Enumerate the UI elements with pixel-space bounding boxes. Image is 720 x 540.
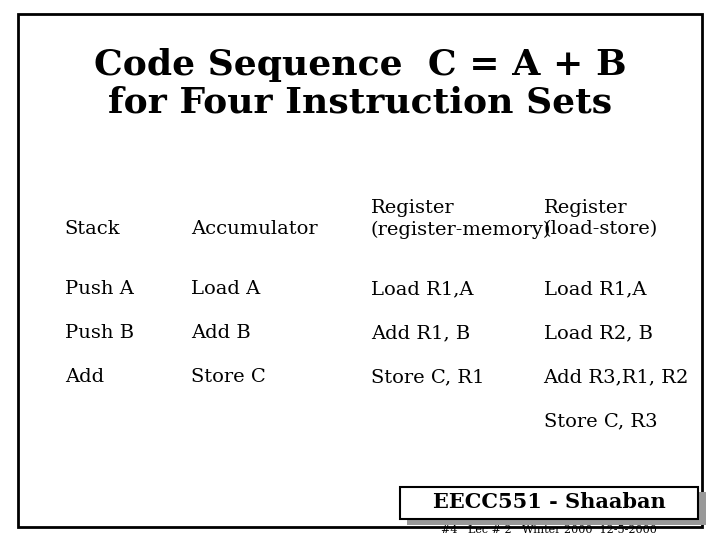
Text: Accumulator: Accumulator <box>191 220 318 239</box>
Text: Add R3,R1, R2: Add R3,R1, R2 <box>544 368 689 387</box>
Text: Push A: Push A <box>65 280 134 298</box>
Text: Register: Register <box>371 199 454 217</box>
Text: Code Sequence  C = A + B: Code Sequence C = A + B <box>94 48 626 82</box>
Text: Stack: Stack <box>65 220 120 239</box>
Text: Store C, R3: Store C, R3 <box>544 413 657 431</box>
FancyBboxPatch shape <box>18 14 702 526</box>
Text: Load R2, B: Load R2, B <box>544 324 652 342</box>
Text: Add: Add <box>65 368 104 387</box>
Text: Store C: Store C <box>191 368 266 387</box>
Text: Register: Register <box>544 199 627 217</box>
Text: Load A: Load A <box>191 280 260 298</box>
Text: Add R1, B: Add R1, B <box>371 324 470 342</box>
Text: EECC551 - Shaaban: EECC551 - Shaaban <box>433 491 665 512</box>
Text: Push B: Push B <box>65 324 134 342</box>
Text: #4   Lec # 2   Winter 2000  12-5-2000: #4 Lec # 2 Winter 2000 12-5-2000 <box>441 525 657 535</box>
FancyBboxPatch shape <box>400 487 698 519</box>
Text: Add B: Add B <box>191 324 251 342</box>
Text: for Four Instruction Sets: for Four Instruction Sets <box>108 86 612 119</box>
Text: Store C, R1: Store C, R1 <box>371 368 485 387</box>
Text: Load R1,A: Load R1,A <box>371 280 473 298</box>
Text: (register-memory): (register-memory) <box>371 220 552 239</box>
Text: Load R1,A: Load R1,A <box>544 280 646 298</box>
FancyBboxPatch shape <box>407 492 706 525</box>
Text: (load-store): (load-store) <box>544 220 658 239</box>
